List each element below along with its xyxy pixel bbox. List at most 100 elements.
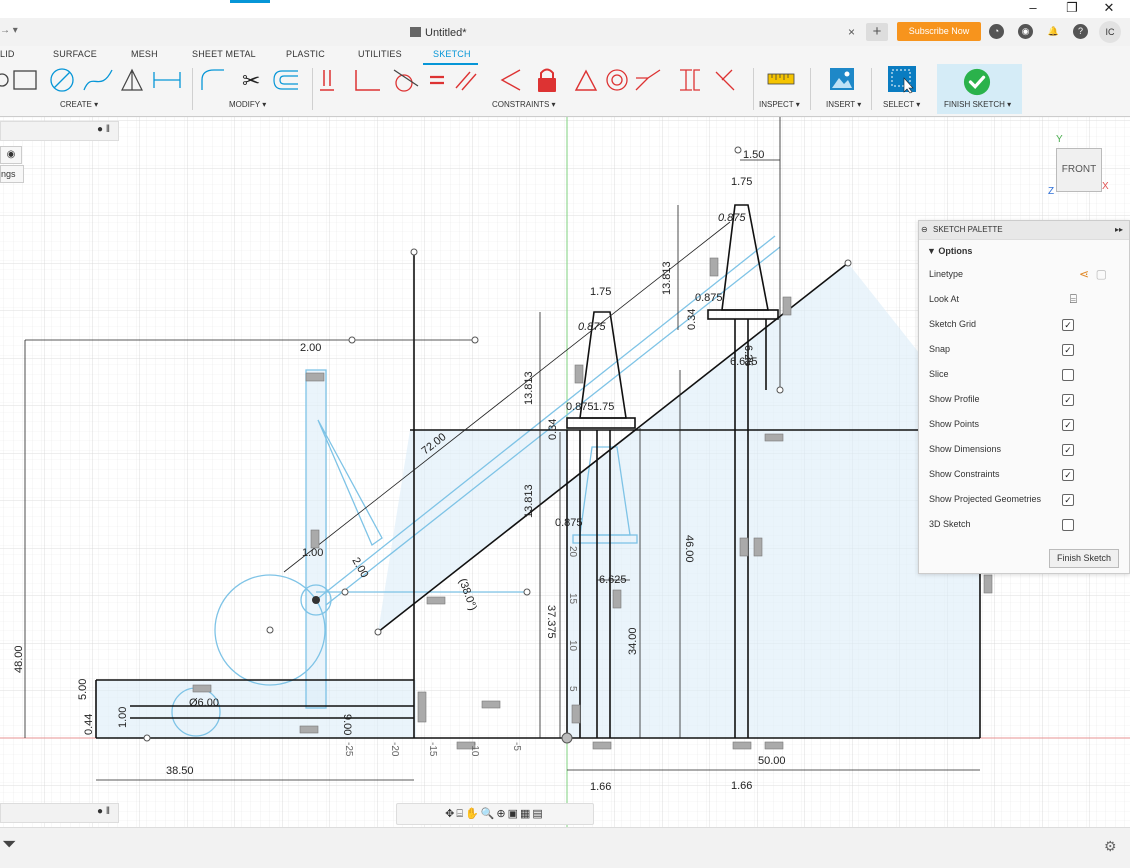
minimize-button[interactable]: – — [1029, 0, 1037, 15]
linetype-centerline-icon[interactable]: ▢ — [1095, 267, 1107, 281]
show-constraints-checkbox[interactable]: ✓ — [1062, 469, 1074, 481]
radio-icon[interactable]: ◉ — [0, 146, 22, 164]
tab-mesh[interactable]: MESH — [131, 49, 158, 59]
look-at-nav-icon[interactable]: ⌸ — [456, 808, 465, 820]
timeline-filter-icon[interactable]: ⏷ — [2, 834, 17, 854]
close-tab-icon[interactable]: × — [848, 25, 856, 39]
linetype-construction-icon[interactable]: ⋖ — [1078, 267, 1089, 281]
extensions-icon[interactable]: ◔ — [989, 24, 1004, 39]
dimension-icon[interactable] — [153, 72, 181, 88]
constraint-tools[interactable] — [318, 66, 748, 94]
modify-tools[interactable]: ✂ — [198, 66, 308, 94]
equal-icon[interactable] — [430, 75, 444, 85]
maximize-button[interactable]: ❐ — [1066, 0, 1078, 15]
point-tool-icon[interactable] — [0, 73, 9, 87]
snap-checkbox[interactable]: ✓ — [1062, 344, 1074, 356]
modify-menu[interactable]: MODIFY ▾ — [229, 100, 267, 109]
tangent-icon[interactable] — [395, 74, 413, 92]
3d-sketch-checkbox[interactable] — [1062, 519, 1074, 531]
trim-scissors-icon[interactable]: ✂ — [242, 68, 260, 93]
navigation-toolbar[interactable]: ✥⌸✋🔍⊕▣▦▤ — [396, 803, 594, 825]
insert-image-icon[interactable] — [829, 66, 855, 94]
comments-collapse-icon[interactable]: ● ‖ — [97, 806, 110, 817]
show-profile-checkbox[interactable]: ✓ — [1062, 394, 1074, 406]
parallel-icon[interactable] — [455, 71, 477, 91]
document-tab-bar: → ▾ Untitled* × + Subscribe Now ◔ ◉ 🔔 ? … — [0, 18, 1130, 47]
document-title: Untitled* — [425, 27, 467, 39]
dim-text: 48.00 — [13, 645, 25, 673]
browser-collapse-icon[interactable]: ● ‖ — [97, 124, 110, 135]
display-settings-icon[interactable]: ▣ — [507, 808, 521, 820]
finish-sketch-button[interactable]: Finish Sketch — [1049, 549, 1119, 568]
tab-sheet-metal[interactable]: SHEET METAL — [192, 49, 256, 59]
grid-settings-icon[interactable]: ▦ — [520, 808, 533, 820]
slice-checkbox[interactable] — [1062, 369, 1074, 381]
dim-text: Ø6.00 — [189, 697, 219, 709]
fix-constraint-icon[interactable] — [320, 70, 334, 91]
show-dimensions-checkbox[interactable]: ✓ — [1062, 444, 1074, 456]
dim-text: 38.50 — [166, 765, 194, 777]
circle-icon[interactable] — [50, 68, 74, 92]
mirror-icon[interactable] — [121, 68, 143, 91]
new-tab-button[interactable]: + — [866, 23, 888, 41]
finish-sketch-menu[interactable]: FINISH SKETCH ▾ — [944, 100, 1012, 109]
tab-utilities[interactable]: UTILITIES — [358, 49, 402, 59]
measure-icon[interactable] — [766, 66, 796, 94]
close-window-button[interactable]: ✕ — [1103, 0, 1115, 15]
palette-header[interactable]: ⊖ SKETCH PALETTE ▸▸ — [919, 221, 1129, 240]
viewports-icon[interactable]: ▤ — [532, 808, 545, 820]
document-tab[interactable]: Untitled* — [410, 27, 467, 39]
settings-gear-icon[interactable]: ⚙ — [1104, 838, 1117, 854]
rectangle-icon[interactable] — [13, 70, 37, 90]
constraints-menu[interactable]: CONSTRAINTS ▾ — [492, 100, 556, 109]
notifications-icon[interactable]: 🔔 — [1047, 26, 1060, 36]
select-icon[interactable] — [886, 66, 918, 94]
perpendicular-icon[interactable] — [355, 70, 380, 91]
tab-sketch[interactable]: SKETCH — [433, 49, 471, 59]
job-status-icon[interactable]: ◉ — [1018, 24, 1033, 39]
midpoint-icon[interactable] — [635, 69, 661, 91]
orbit-icon[interactable]: ✥ — [445, 808, 457, 820]
browser-panel-header[interactable]: ● ‖ — [0, 121, 119, 141]
tab-solid[interactable]: LID — [0, 49, 15, 59]
look-at-row: Look At ⌸ — [919, 287, 1129, 312]
sketch-grid-checkbox[interactable]: ✓ — [1062, 319, 1074, 331]
collinear-icon[interactable] — [500, 69, 521, 91]
spline-icon[interactable] — [83, 69, 113, 91]
palette-options-header[interactable]: ▼ Options — [927, 246, 973, 256]
insert-menu[interactable]: INSERT ▾ — [826, 100, 862, 109]
tab-surface[interactable]: SURFACE — [53, 49, 97, 59]
curvature-icon[interactable] — [715, 69, 735, 91]
dim-text: 46.00 — [683, 535, 695, 563]
pan-icon[interactable]: ✋ — [464, 808, 481, 820]
subscribe-button[interactable]: Subscribe Now — [897, 22, 981, 41]
symmetry-icon[interactable] — [680, 69, 700, 91]
viewcube[interactable]: FRONT — [1056, 148, 1102, 192]
nav-arrows[interactable]: → ▾ — [0, 25, 18, 36]
show-profile-row: Show Profile ✓ — [919, 387, 1129, 412]
zoom-icon[interactable]: 🔍 — [480, 808, 497, 820]
tab-plastic[interactable]: PLASTIC — [286, 49, 325, 59]
show-points-checkbox[interactable]: ✓ — [1062, 419, 1074, 431]
concentric-icon[interactable] — [606, 69, 628, 91]
palette-close-icon[interactable]: ⊖ — [921, 225, 928, 234]
finish-sketch-check-icon[interactable] — [962, 68, 992, 96]
dim-text: 13.813 — [661, 261, 673, 295]
user-avatar[interactable]: IC — [1099, 21, 1121, 43]
comments-panel-header[interactable]: ● ‖ — [0, 803, 119, 823]
help-icon[interactable]: ? — [1073, 24, 1088, 39]
inspect-menu[interactable]: INSPECT ▾ — [759, 100, 800, 109]
palette-expand-icon[interactable]: ▸▸ — [1114, 225, 1123, 234]
lock-icon[interactable] — [538, 78, 556, 92]
look-at-icon[interactable]: ⌸ — [1069, 292, 1077, 306]
create-menu[interactable]: CREATE ▾ — [60, 100, 99, 109]
create-tools[interactable] — [0, 66, 190, 94]
triangle-icon[interactable] — [574, 69, 598, 91]
browser-settings-item[interactable]: ngs — [0, 165, 24, 183]
show-projected-checkbox[interactable]: ✓ — [1062, 494, 1074, 506]
document-icon — [410, 27, 421, 37]
offset-icon[interactable] — [273, 70, 298, 90]
select-menu[interactable]: SELECT ▾ — [883, 100, 921, 109]
fillet-icon[interactable] — [201, 69, 224, 90]
fit-icon[interactable]: ⊕ — [496, 808, 508, 820]
